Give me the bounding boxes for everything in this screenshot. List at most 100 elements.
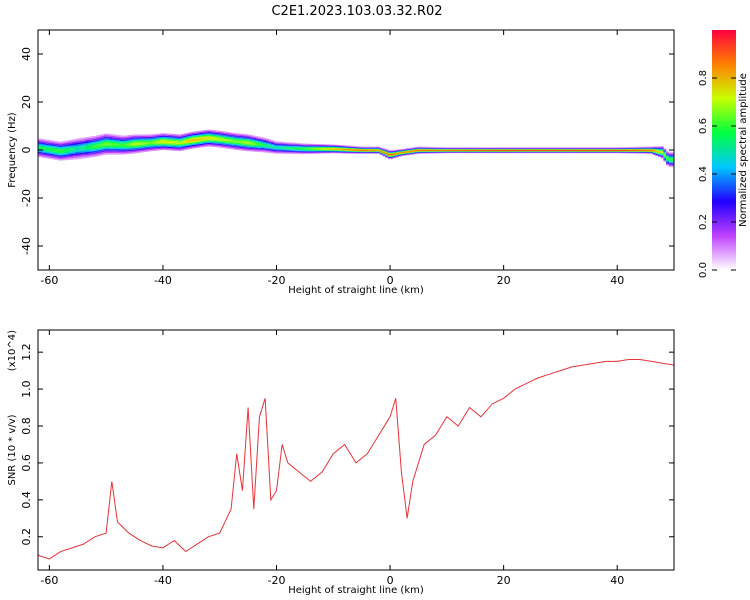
spectrogram-cell (112, 148, 116, 151)
spectrogram-cell (173, 149, 177, 151)
spectrogram-cell (250, 137, 253, 139)
spectrogram-cell (642, 151, 646, 153)
spectrogram-cell (658, 147, 662, 148)
spectrogram-cell (199, 140, 203, 142)
spectrogram-cell (202, 142, 206, 144)
spectrogram-cell (223, 142, 227, 144)
spectrogram-cell (303, 143, 306, 145)
spectrogram-cell (43, 140, 47, 142)
spectrogram-cell (144, 148, 147, 150)
spectrogram-cell (459, 147, 463, 148)
spectrogram-cell (313, 150, 317, 152)
spectrogram-cell (385, 154, 389, 156)
spectrogram-cell (345, 150, 349, 152)
spectrogram-cell (80, 139, 84, 141)
spectrogram-cell (363, 146, 367, 148)
spectrogram-cell (416, 150, 420, 152)
spectrogram-cell (183, 147, 187, 149)
spectrogram-cell (122, 138, 126, 140)
spectrogram-cell (414, 150, 418, 152)
spectrogram-cell (252, 140, 256, 142)
spectrogram-cell (324, 146, 328, 148)
spectrogram-cell (242, 138, 245, 140)
spectrogram-cell (361, 149, 365, 151)
spectrogram-cell (401, 155, 404, 157)
spectrogram-cell (655, 149, 659, 150)
spectrogram-cell (67, 155, 71, 158)
spectrogram-cell (289, 144, 293, 146)
spectrogram-cell (403, 151, 407, 153)
spectrogram-cell (252, 142, 256, 144)
spectrogram-cell (159, 139, 163, 141)
spectrogram-cell (671, 157, 675, 159)
spectrogram-cell (401, 149, 404, 151)
spectrogram-cell (69, 139, 73, 142)
spectrogram-cell (318, 150, 322, 152)
spectrogram-cell (120, 139, 124, 141)
spectrogram-cell (443, 147, 447, 148)
spectrogram-cell (340, 149, 344, 151)
spectrogram-cell (149, 140, 153, 142)
spectrogram-cell (125, 140, 129, 143)
spectrogram-cell (257, 143, 261, 145)
spectrogram-cell (509, 147, 513, 148)
spectrogram-cell (218, 142, 222, 144)
spectrogram-cell (242, 135, 245, 137)
spectrogram-cell (112, 135, 116, 138)
spectrogram-cell (321, 146, 325, 147)
spectrogram-cell (159, 133, 163, 135)
spectrogram-cell (279, 148, 283, 150)
spectrogram-cell (350, 151, 354, 152)
spectrogram-cell (67, 144, 71, 146)
spectrogram-cell (281, 145, 285, 147)
spectrogram-cell (212, 144, 216, 146)
spectrogram-cell (212, 130, 216, 132)
spectrogram-cell (234, 141, 238, 143)
spectrogram-cell (356, 152, 359, 153)
spectrogram-cell (350, 150, 354, 151)
spectrogram-cell (316, 145, 320, 147)
spectrogram-cell (350, 149, 354, 151)
spectrogram-cell (40, 153, 44, 155)
spectrogram-cell (432, 148, 436, 150)
spectrogram-cell (501, 147, 505, 148)
spectrogram-cell (316, 146, 320, 148)
spectrogram-cell (122, 141, 126, 143)
spectrogram-cell (276, 142, 280, 144)
spectrogram-cell (318, 149, 322, 151)
spectrogram-cell (361, 146, 365, 148)
spectrogram-cell (162, 136, 166, 139)
spectrogram-cell (295, 142, 298, 144)
spectrogram-cell (318, 150, 322, 151)
spectrogram-cell (59, 156, 63, 158)
spectrogram-cell (96, 148, 100, 151)
spectrogram-cell (321, 148, 325, 149)
spectrogram-cell (419, 148, 423, 150)
spectrogram-cell (313, 146, 317, 147)
spectrogram-cell (329, 148, 333, 150)
spectrogram-cell (279, 144, 283, 146)
spectrogram-cell (639, 149, 643, 150)
spectrogram-cell (157, 149, 161, 151)
spectrogram-cell (260, 146, 264, 148)
spectrogram-cell (56, 141, 60, 143)
spectrogram-cell (387, 152, 391, 153)
spectrogram-cell (528, 147, 532, 148)
spectrogram-cell (93, 143, 97, 145)
spectrogram-cell (631, 150, 635, 152)
spectrogram-cell (666, 154, 669, 156)
spectrogram-cell (130, 140, 134, 142)
spectrogram-cell (250, 139, 253, 141)
spectrogram-cell (663, 150, 667, 152)
spectrogram-cell (321, 151, 325, 153)
spectrogram-cell (265, 151, 269, 153)
spectrogram-cell (183, 136, 187, 139)
spectrogram-cell (255, 141, 259, 143)
spectrogram-cell (48, 141, 52, 143)
spectrogram-cell (157, 138, 161, 140)
spectrogram-cell (157, 144, 161, 146)
spectrogram-cell (422, 149, 426, 151)
spectrogram-cell (197, 144, 200, 146)
spectrogram-cell (422, 153, 426, 154)
spectrogram-cell (363, 147, 367, 149)
